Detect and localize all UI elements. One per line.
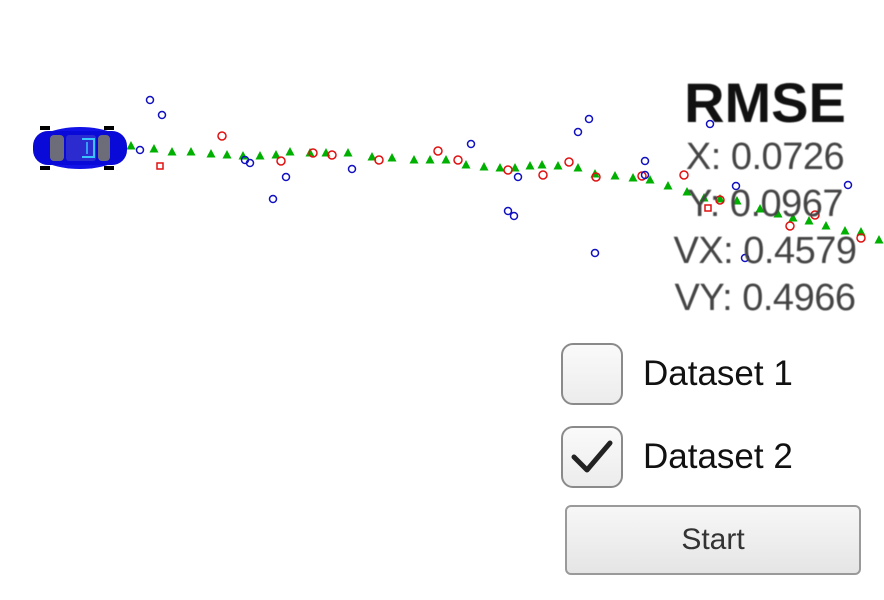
radar-marker bbox=[731, 181, 741, 191]
rmse-title: RMSE bbox=[684, 71, 846, 134]
dataset-1-checkbox[interactable] bbox=[561, 343, 623, 405]
ground-truth-marker bbox=[821, 221, 831, 230]
ground-truth-marker bbox=[409, 155, 419, 164]
radar-marker bbox=[513, 172, 523, 182]
checkmark-icon bbox=[571, 440, 613, 473]
ground-truth-marker bbox=[222, 150, 232, 159]
ground-truth-marker bbox=[285, 147, 295, 156]
ground-truth-marker bbox=[479, 162, 489, 171]
lidar-marker bbox=[156, 162, 164, 170]
radar-marker bbox=[509, 211, 519, 221]
lidar-marker bbox=[704, 204, 712, 212]
radar-marker bbox=[573, 127, 583, 137]
ground-truth-marker bbox=[840, 226, 850, 235]
ground-truth-marker bbox=[367, 152, 377, 161]
radar-marker bbox=[281, 172, 291, 182]
radar-marker bbox=[503, 206, 513, 216]
radar-marker bbox=[245, 158, 255, 168]
ground-truth-marker bbox=[773, 209, 783, 218]
lidar-marker bbox=[453, 155, 463, 165]
radar-marker bbox=[347, 164, 357, 174]
dataset-1-label: Dataset 1 bbox=[643, 354, 793, 393]
ground-truth-marker bbox=[186, 147, 196, 156]
dataset-2-label: Dataset 2 bbox=[643, 437, 793, 476]
ground-truth-marker bbox=[525, 161, 535, 170]
ground-truth-marker bbox=[699, 193, 709, 202]
lidar-marker bbox=[564, 157, 574, 167]
ground-truth-marker bbox=[874, 235, 884, 244]
radar-marker bbox=[740, 253, 750, 263]
dataset-1-option[interactable]: Dataset 1 bbox=[561, 341, 793, 407]
ground-truth-marker bbox=[343, 148, 353, 157]
ground-truth-marker bbox=[663, 181, 673, 190]
ground-truth-marker bbox=[788, 213, 798, 222]
lidar-marker bbox=[308, 148, 318, 158]
radar-marker bbox=[135, 145, 145, 155]
lidar-marker bbox=[327, 150, 337, 160]
rmse-vy-value: VY: 0.4966 bbox=[674, 277, 856, 319]
dataset-2-checkbox[interactable] bbox=[561, 426, 623, 488]
ground-truth-marker bbox=[645, 175, 655, 184]
lidar-marker bbox=[591, 172, 601, 182]
radar-marker bbox=[466, 139, 476, 149]
radar-marker bbox=[268, 194, 278, 204]
lidar-marker bbox=[538, 170, 548, 180]
measurement-markers bbox=[126, 95, 884, 263]
car-icon bbox=[33, 126, 127, 170]
ground-truth-marker bbox=[271, 150, 281, 159]
lidar-marker bbox=[433, 146, 443, 156]
rmse-x-value: X: 0.0726 bbox=[685, 136, 845, 178]
ground-truth-marker bbox=[206, 149, 216, 158]
lidar-marker bbox=[374, 155, 384, 165]
radar-marker bbox=[145, 95, 155, 105]
ground-truth-marker bbox=[510, 163, 520, 172]
radar-marker bbox=[640, 156, 650, 166]
ground-truth-marker bbox=[149, 144, 159, 153]
ground-truth-marker bbox=[238, 151, 248, 160]
lidar-marker bbox=[217, 131, 227, 141]
lidar-marker bbox=[679, 170, 689, 180]
ground-truth-marker bbox=[755, 204, 765, 213]
lidar-marker bbox=[276, 156, 286, 166]
dataset-2-option[interactable]: Dataset 2 bbox=[561, 424, 793, 490]
radar-marker bbox=[157, 110, 167, 120]
rmse-y-value: Y: 0.0967 bbox=[686, 183, 844, 225]
ground-truth-marker bbox=[628, 173, 638, 182]
ground-truth-marker bbox=[856, 227, 866, 236]
ground-truth-marker bbox=[610, 171, 620, 180]
ground-truth-marker bbox=[126, 141, 136, 150]
radar-marker bbox=[705, 119, 715, 129]
lidar-marker bbox=[810, 210, 820, 220]
ground-truth-marker bbox=[387, 153, 397, 162]
ground-truth-marker bbox=[682, 187, 692, 196]
ground-truth-marker bbox=[167, 147, 177, 156]
lidar-marker bbox=[503, 165, 513, 175]
ground-truth-marker bbox=[495, 163, 505, 172]
ground-truth-marker bbox=[255, 151, 265, 160]
radar-marker bbox=[640, 170, 650, 180]
ground-truth-marker bbox=[461, 160, 471, 169]
ground-truth-marker bbox=[732, 196, 742, 205]
ground-truth-marker bbox=[537, 160, 547, 169]
lidar-marker bbox=[715, 195, 725, 205]
ground-truth-marker bbox=[553, 161, 563, 170]
radar-marker bbox=[843, 180, 853, 190]
ground-truth-marker bbox=[715, 194, 725, 203]
ground-truth-marker bbox=[425, 155, 435, 164]
lidar-marker bbox=[785, 221, 795, 231]
radar-marker bbox=[590, 248, 600, 258]
rmse-panel: RMSE X: 0.0726 Y: 0.0967 VX: 0.4579 VY: … bbox=[660, 72, 870, 322]
rmse-vx-value: VX: 0.4579 bbox=[673, 230, 857, 272]
ground-truth-marker bbox=[573, 163, 583, 172]
start-button[interactable]: Start bbox=[565, 505, 861, 575]
ground-truth-marker bbox=[804, 216, 814, 225]
lidar-marker bbox=[856, 233, 866, 243]
radar-marker bbox=[584, 114, 594, 124]
ground-truth-marker bbox=[305, 148, 315, 157]
ground-truth-marker bbox=[441, 155, 451, 164]
